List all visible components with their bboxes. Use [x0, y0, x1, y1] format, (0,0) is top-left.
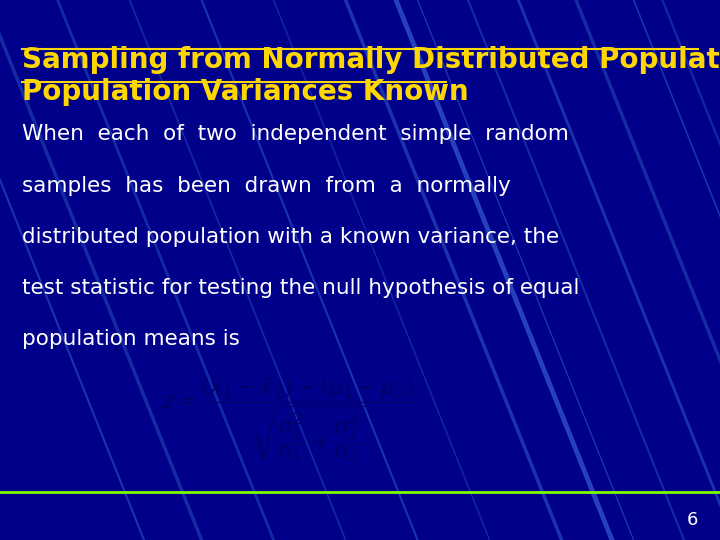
Text: 6: 6	[687, 511, 698, 529]
Text: test statistic for testing the null hypothesis of equal: test statistic for testing the null hypo…	[22, 278, 579, 298]
Text: population means is: population means is	[22, 329, 240, 349]
Text: distributed population with a known variance, the: distributed population with a known vari…	[22, 227, 559, 247]
Text: When  each  of  two  independent  simple  random: When each of two independent simple rand…	[22, 124, 569, 144]
Text: Sampling from Normally Distributed Populations:: Sampling from Normally Distributed Popul…	[22, 46, 720, 74]
Text: samples  has  been  drawn  from  a  normally: samples has been drawn from a normally	[22, 176, 510, 195]
Text: Population Variances Known: Population Variances Known	[22, 78, 468, 106]
Text: $z = \dfrac{(\bar{x}_1 - \bar{x}_2) - (\mu_1 - \mu_2)}{\sqrt{\dfrac{\sigma_1^2}{: $z = \dfrac{(\bar{x}_1 - \bar{x}_2) - (\…	[161, 377, 415, 465]
